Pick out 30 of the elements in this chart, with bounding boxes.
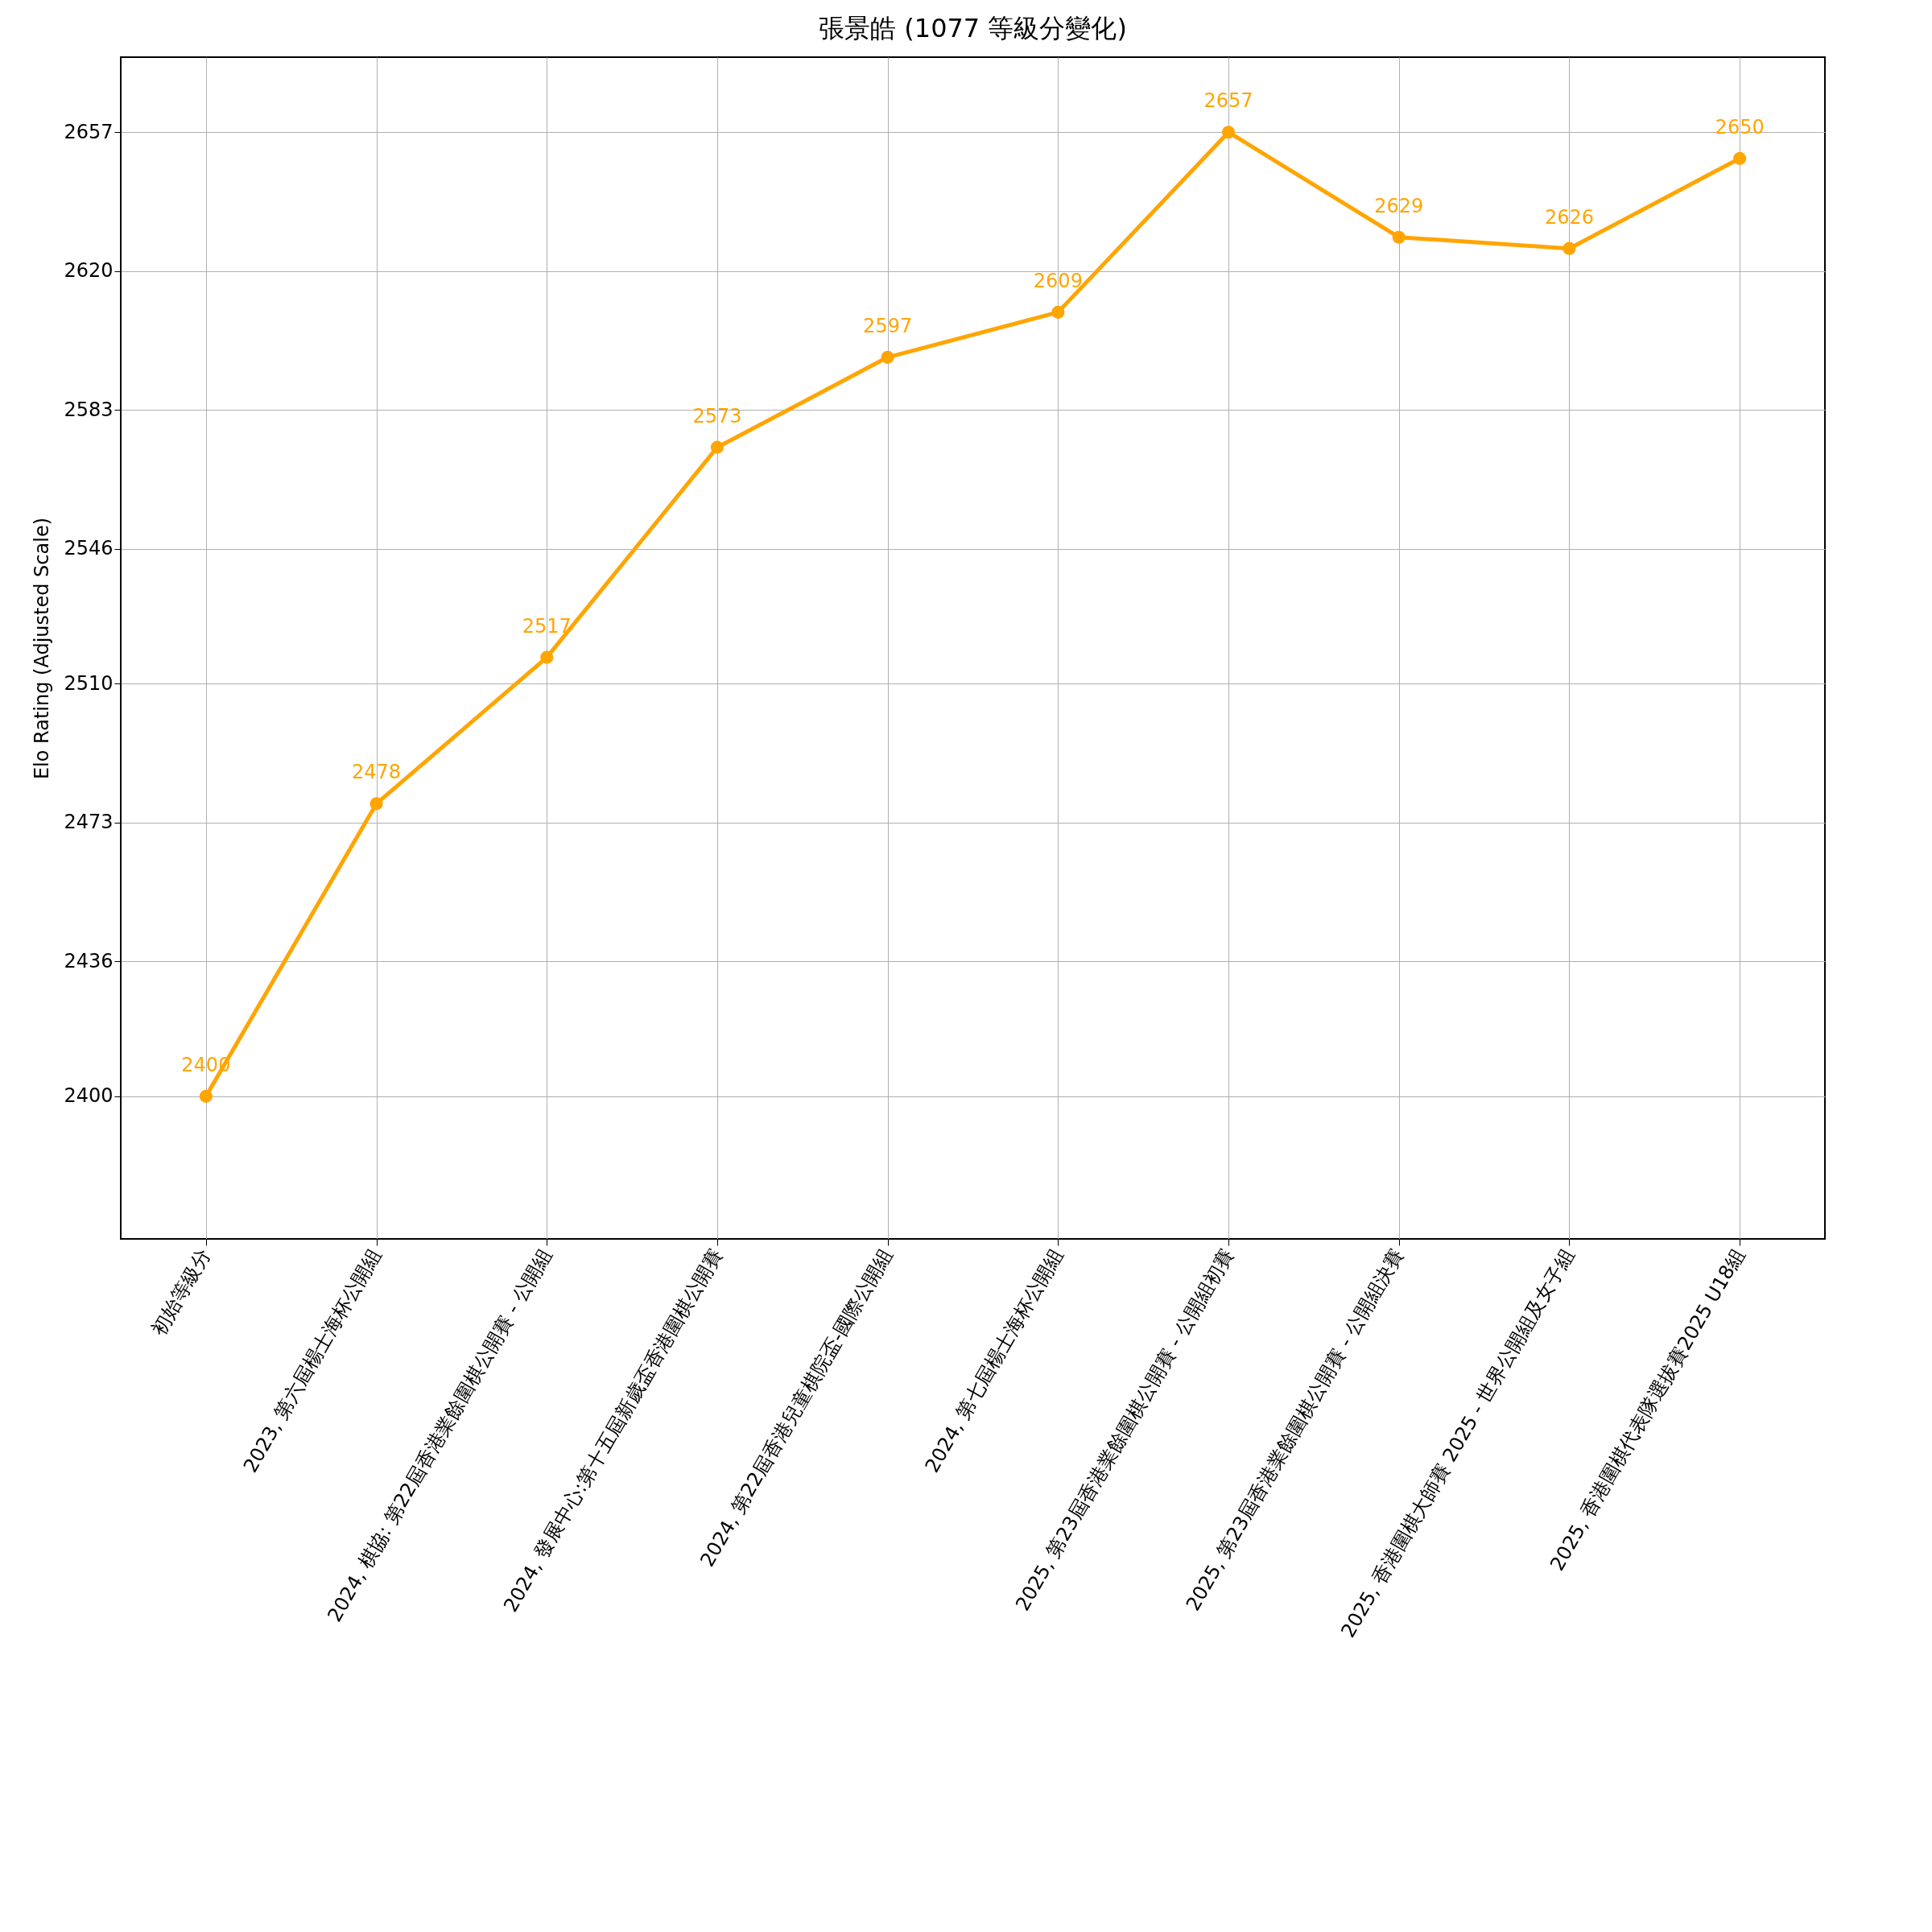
point [881, 350, 894, 364]
y-tick-label: 2620 [64, 259, 114, 283]
y-tick-label: 2400 [64, 1084, 114, 1108]
data-label: 2597 [863, 314, 913, 337]
y-tick-label: 2657 [64, 120, 114, 143]
point [1051, 305, 1065, 319]
data-label: 2478 [352, 761, 402, 784]
y-tick-label: 2473 [64, 811, 114, 834]
data-label: 2517 [522, 614, 572, 638]
y-tick-label: 2546 [64, 537, 114, 559]
data-label: 2626 [1544, 205, 1594, 229]
data-label: 2629 [1374, 194, 1424, 217]
point [1733, 151, 1747, 165]
point [1563, 242, 1576, 255]
point [710, 440, 724, 454]
data-label: 2609 [1033, 269, 1083, 292]
y-tick-label: 2583 [64, 398, 114, 421]
data-label: 2573 [692, 404, 742, 427]
data-label: 2650 [1715, 115, 1765, 138]
point [1392, 230, 1406, 244]
x-tick-label: 初始等級分 [147, 1245, 216, 1340]
data-label: 2657 [1203, 89, 1253, 113]
y-tick-label: 2510 [64, 671, 114, 695]
chart-title: 張景皓 (1077 等級分變化) [819, 13, 1127, 43]
point [540, 650, 554, 664]
point [369, 797, 383, 811]
point [1221, 126, 1236, 139]
point [199, 1089, 213, 1103]
y-tick-label: 2436 [64, 949, 114, 972]
y-axis-title: Elo Rating (Adjusted Scale) [31, 517, 54, 780]
